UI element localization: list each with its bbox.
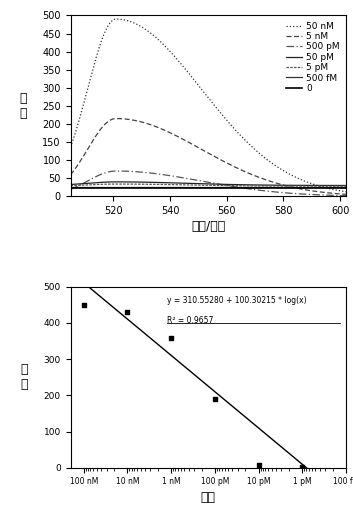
Text: y = 310.55280 + 100.30215 * log(x): y = 310.55280 + 100.30215 * log(x) [167,296,307,305]
Y-axis label: 荧
光: 荧 光 [19,92,26,120]
Point [299,463,305,471]
Point [125,308,130,316]
Point [81,301,86,309]
Point [212,395,218,403]
Y-axis label: 荧
光: 荧 光 [20,363,28,391]
X-axis label: 浓度: 浓度 [201,491,216,504]
Legend: 50 nM, 5 nM, 500 pM, 50 pM, 5 pM, 500 fM, 0: 50 nM, 5 nM, 500 pM, 50 pM, 5 pM, 500 fM… [284,20,341,95]
Point [256,461,261,469]
Text: R² = 0.9657: R² = 0.9657 [167,316,213,325]
Point [168,334,174,342]
X-axis label: 波长/纳米: 波长/纳米 [191,220,226,233]
